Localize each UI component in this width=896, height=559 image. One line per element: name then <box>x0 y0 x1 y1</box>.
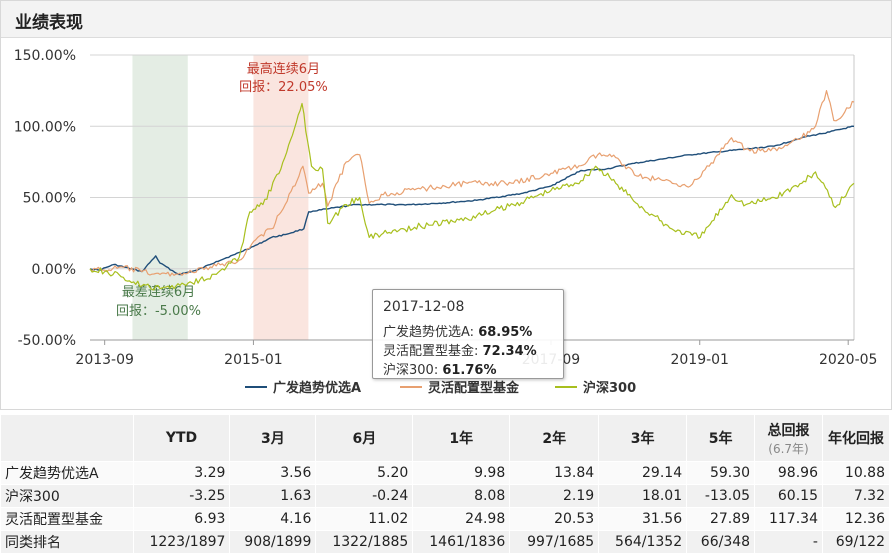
row-rank: 同类排名 1223/1897 908/1899 1322/1885 1461/1836 9… <box>0 530 891 554</box>
table-cell: 117.34 <box>754 507 823 531</box>
header-3y: 3年 <box>598 414 688 462</box>
x-tick-label: 2015-01 <box>224 352 283 368</box>
y-tick-label: 150.00% <box>14 48 76 64</box>
tooltip-label-fund: 广发趋势优选A <box>383 325 470 340</box>
table-cell: 13.84 <box>509 461 600 485</box>
table-cell: 18.01 <box>598 484 688 508</box>
table-cell: 564/1352 <box>598 530 688 554</box>
header-1y: 1年 <box>412 414 511 462</box>
table-cell: 27.89 <box>686 507 756 531</box>
tooltip-row-fund: 广发趋势优选A: 68.95% <box>383 325 533 340</box>
header-ytd: YTD <box>132 414 231 462</box>
tooltip-row-index: 沪深300: 61.76% <box>383 363 497 378</box>
worst-period-title: 最差连续6月 <box>122 284 195 300</box>
row-fund: 广发趋势优选A 3.29 3.56 5.20 9.98 13.84 29.14 59.30 98… <box>0 461 891 485</box>
header-total: 总回报 (6.7年) <box>754 414 823 462</box>
table-cell: 3.56 <box>229 461 317 485</box>
table-cell: 11.02 <box>315 507 414 531</box>
table-cell: -3.25 <box>132 484 231 508</box>
table-cell: 3.29 <box>132 461 231 485</box>
best-period-return: 回报：22.05% <box>239 80 328 95</box>
table-cell: 7.32 <box>821 484 891 508</box>
table-cell: 997/1685 <box>509 530 600 554</box>
legend-index-label: 沪深300 <box>583 380 636 396</box>
table-cell: 8.08 <box>412 484 511 508</box>
table-cell: 98.96 <box>754 461 823 485</box>
tooltip-date: 2017-12-08 <box>383 299 465 315</box>
row-label: 广发趋势优选A <box>0 461 134 485</box>
legend-category-label: 灵活配置型基金 <box>428 380 520 396</box>
section-title: 业绩表现 <box>15 13 83 33</box>
table-header-row: YTD 3月 6月 1年 2年 3年 5年 总回报 (6.7年) 年化回报 <box>0 414 891 462</box>
table-cell: -0.24 <box>315 484 414 508</box>
category-series-line <box>89 90 855 277</box>
tooltip-label-index: 沪深300 <box>383 363 434 378</box>
section-header: 业绩表现 <box>1 1 891 38</box>
header-6m: 6月 <box>315 414 414 462</box>
table-cell: 1461/1836 <box>412 530 511 554</box>
chart-tooltip: 2017-12-08 广发趋势优选A: 68.95% 灵活配置型基金: 72.3… <box>372 289 564 379</box>
header-3m: 3月 <box>229 414 317 462</box>
fund-series-line <box>89 125 855 276</box>
header-total-sub: (6.7年) <box>768 441 809 456</box>
table-cell: 59.30 <box>686 461 756 485</box>
y-tick-label: 50.00% <box>23 191 76 207</box>
tooltip-label-category: 灵活配置型基金 <box>383 344 475 359</box>
tooltip-value-fund: 68.95% <box>478 325 533 340</box>
table-cell: 24.98 <box>412 507 511 531</box>
table-cell: 60.15 <box>754 484 823 508</box>
header-name <box>0 414 134 462</box>
best-period-title: 最高连续6月 <box>247 61 320 77</box>
table-cell: 29.14 <box>598 461 688 485</box>
header-total-label: 总回报 <box>767 422 810 439</box>
tooltip-value-index: 61.76% <box>442 363 497 378</box>
table-cell: 69/122 <box>821 530 891 554</box>
table-cell: 1.63 <box>229 484 317 508</box>
table-cell: 4.16 <box>229 507 317 531</box>
x-tick-label: 2013-09 <box>75 352 134 368</box>
table-cell: 31.56 <box>598 507 688 531</box>
table-cell: 12.36 <box>821 507 891 531</box>
header-annualized: 年化回报 <box>821 414 891 462</box>
header-2y: 2年 <box>509 414 600 462</box>
table-cell: 20.53 <box>509 507 600 531</box>
x-tick-label: 2019-01 <box>670 352 729 368</box>
x-tick-label: 2020-05 <box>819 352 878 368</box>
table-cell: 1223/1897 <box>132 530 231 554</box>
table-cell: 908/1899 <box>229 530 317 554</box>
worst-period-return: 回报：-5.00% <box>116 304 201 319</box>
table-cell: - <box>754 530 823 554</box>
table-cell: 1322/1885 <box>315 530 414 554</box>
table-cell: -13.05 <box>686 484 756 508</box>
table-cell: 10.88 <box>821 461 891 485</box>
table-cell: 5.20 <box>315 461 414 485</box>
tooltip-row-category: 灵活配置型基金: 72.34% <box>383 344 537 359</box>
row-label: 灵活配置型基金 <box>0 507 134 531</box>
legend-fund-label: 广发趋势优选A <box>273 380 361 396</box>
returns-table: YTD 3月 6月 1年 2年 3年 5年 总回报 (6.7年) 年化回报 广发趋… <box>0 414 891 554</box>
header-5y: 5年 <box>686 414 756 462</box>
performance-chart[interactable]: 150.00% 100.00% 50.00% 0.00% -50.00% 2013-09 2… <box>0 0 896 408</box>
y-tick-label: 0.00% <box>32 262 76 278</box>
tooltip-value-category: 72.34% <box>482 344 537 359</box>
table-cell: 9.98 <box>412 461 511 485</box>
table-cell: 2.19 <box>509 484 600 508</box>
row-label: 沪深300 <box>0 484 134 508</box>
table-cell: 66/348 <box>686 530 756 554</box>
row-label: 同类排名 <box>0 530 134 554</box>
table-cell: 6.93 <box>132 507 231 531</box>
row-category: 灵活配置型基金 6.93 4.16 11.02 24.98 20.53 31.56 27.89… <box>0 507 891 531</box>
row-index: 沪深300 -3.25 1.63 -0.24 8.08 2.19 18.01 -13.05 60… <box>0 484 891 508</box>
y-tick-label: 100.00% <box>14 119 76 135</box>
index-series-line <box>89 102 855 291</box>
y-tick-label: -50.00% <box>18 333 76 349</box>
